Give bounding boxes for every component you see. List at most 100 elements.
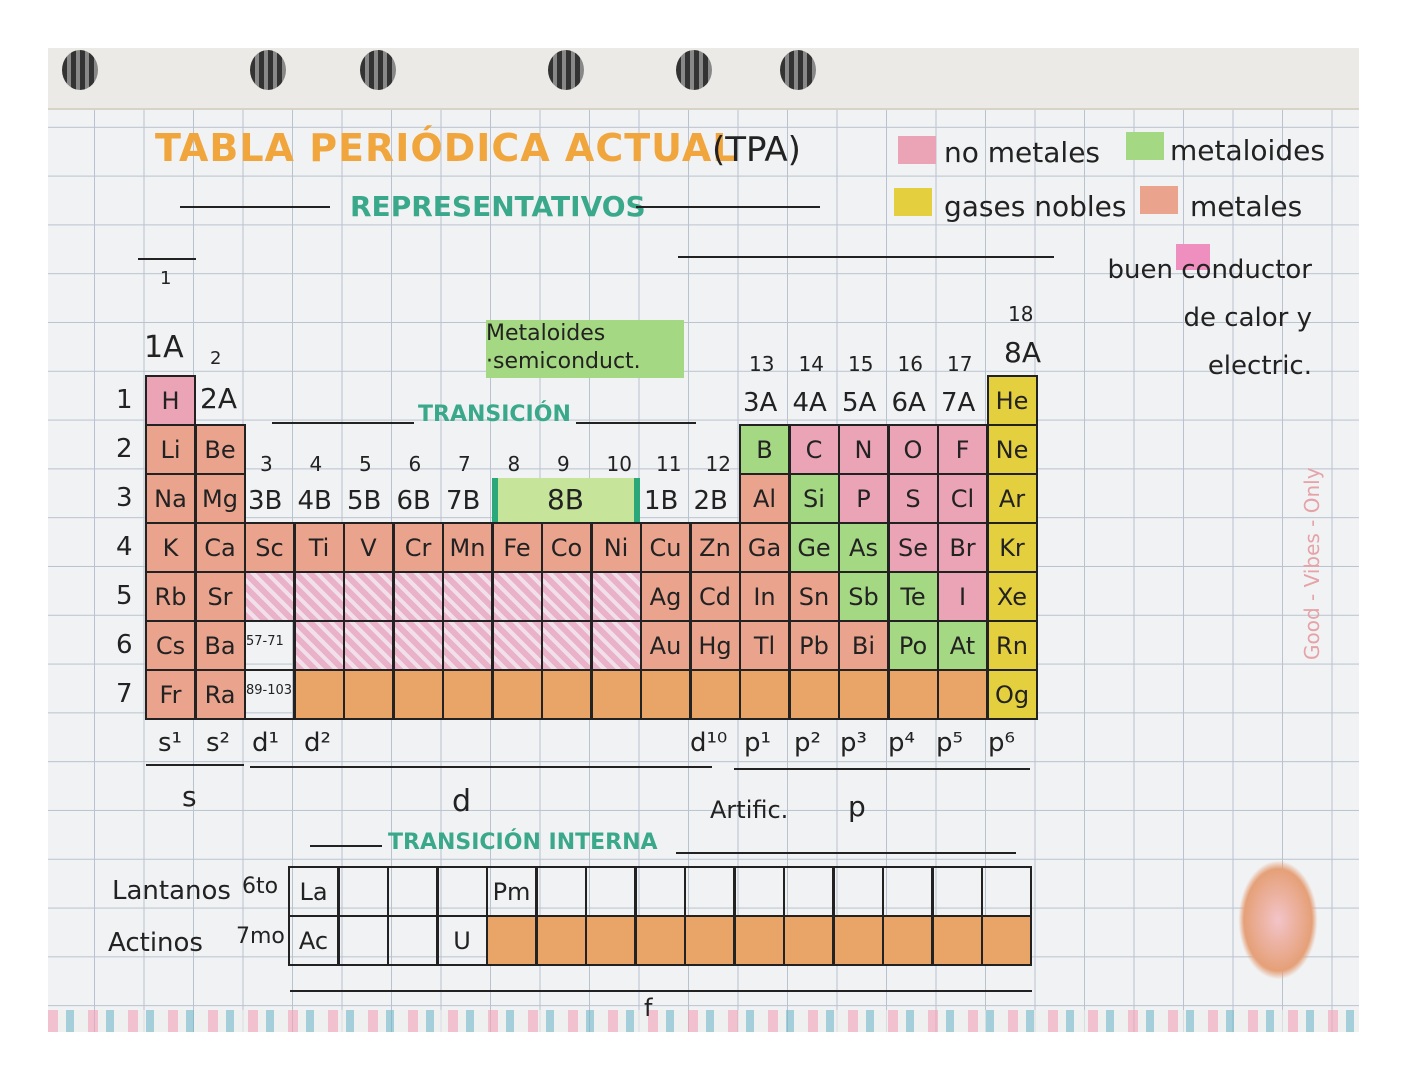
element-cell-blank	[442, 571, 493, 622]
group-label: 1A	[144, 330, 184, 365]
element-cell-Ba: Ba	[194, 620, 246, 671]
electron-config-label: s²	[206, 728, 230, 758]
element-cell-Li: Li	[145, 424, 196, 475]
element-cell-Cr: Cr	[392, 522, 444, 573]
legend-label: metales	[1190, 190, 1303, 223]
bracket	[138, 258, 196, 260]
lanthanide-cell	[981, 866, 1032, 917]
arrow-line	[180, 206, 330, 208]
element-cell-Ag: Ag	[640, 571, 691, 622]
element-cell-blank	[491, 669, 543, 720]
actinide-cell	[387, 915, 438, 966]
lanthanide-cell	[585, 866, 636, 917]
legend-label: metaloides	[1170, 134, 1325, 167]
lanthanide-cell	[337, 866, 389, 917]
actinide-cell	[981, 915, 1032, 966]
element-cell-blank	[244, 571, 295, 622]
legend-label: buen conductor de calor y electric.	[1107, 255, 1312, 381]
block-bracket-d	[250, 766, 712, 768]
element-cell-Ga: Ga	[739, 522, 790, 573]
actinide-cell	[535, 915, 587, 966]
element-cell-blank	[293, 669, 345, 720]
period-number: 6	[116, 630, 133, 660]
element-cell-Na: Na	[145, 473, 196, 524]
period-number: 1	[116, 385, 133, 415]
actinide-cell	[585, 915, 636, 966]
group-label: 2A	[200, 382, 237, 415]
actinide-range: 89-103	[246, 683, 293, 698]
group-number: 18	[1008, 302, 1034, 326]
bracket	[676, 852, 1016, 854]
element-cell-Sn: Sn	[788, 571, 840, 622]
group-number: 15	[848, 352, 874, 376]
element-cell-blank	[788, 669, 840, 720]
element-cell-blank	[838, 669, 889, 720]
element-cell-blank	[392, 571, 444, 622]
element-cell-As: As	[838, 522, 889, 573]
lanthanide-cell	[684, 866, 735, 917]
actinos-period: 7mo	[236, 924, 285, 949]
group-label: 7B	[446, 486, 481, 516]
group-number: 8	[507, 452, 521, 476]
electron-config-label: p⁴	[888, 728, 915, 758]
group-number: 16	[897, 352, 923, 376]
group-label: 6A	[891, 388, 926, 418]
period-number: 4	[116, 532, 133, 562]
group-label: 3A	[743, 388, 778, 418]
element-cell-blank	[689, 669, 741, 720]
ring-hole	[360, 50, 396, 90]
lantanos-period: 6to	[242, 874, 279, 899]
element-cell-C: C	[788, 424, 840, 475]
element-cell-Si: Si	[788, 473, 840, 524]
element-cell-F: F	[937, 424, 988, 475]
element-cell-Ar: Ar	[986, 473, 1038, 524]
element-cell-Ge: Ge	[788, 522, 840, 573]
ring-hole	[676, 50, 712, 90]
period-number: 2	[116, 434, 133, 464]
element-cell-I: I	[937, 571, 988, 622]
lanthanide-cell	[931, 866, 983, 917]
ring-hole	[62, 50, 98, 90]
lanthanide-cell: Pm	[486, 866, 537, 917]
block-bracket-f	[290, 990, 1032, 992]
group-label: 4B	[297, 486, 332, 516]
element-cell-Sc: Sc	[244, 522, 295, 573]
bracket	[310, 845, 382, 847]
element-cell-H: H	[145, 375, 196, 426]
lanthanide-range: 57-71	[246, 634, 284, 649]
group-number: 1	[160, 268, 172, 289]
block-s-label: s	[182, 780, 197, 813]
actinide-cell	[684, 915, 735, 966]
element-cell-Ti: Ti	[293, 522, 345, 573]
period-number: 7	[116, 679, 133, 709]
element-cell-blank	[491, 571, 543, 622]
actinide-cell	[634, 915, 686, 966]
element-cell-B: B	[739, 424, 790, 475]
legend-swatch-conductor	[1176, 244, 1210, 270]
element-cell-He: He	[986, 375, 1038, 426]
element-cell-In: In	[739, 571, 790, 622]
element-cell-At: At	[937, 620, 988, 671]
element-cell-blank	[590, 669, 642, 720]
electron-config-label: d¹⁰	[690, 728, 728, 758]
element-cell-Pb: Pb	[788, 620, 840, 671]
group-number: 9	[557, 452, 570, 476]
group-number: 6	[408, 452, 422, 476]
element-cell-Se: Se	[887, 522, 939, 573]
element-cell-S: S	[887, 473, 939, 524]
page-title: TABLA PERIÓDICA ACTUAL	[155, 126, 738, 170]
element-cell-Mg: Mg	[194, 473, 246, 524]
period-number: 5	[116, 581, 133, 611]
group-label: 1B	[644, 486, 679, 516]
element-cell-Zn: Zn	[689, 522, 741, 573]
ring-hole	[780, 50, 816, 90]
legend-swatch-nonmetal	[898, 136, 936, 164]
lanthanide-cell	[832, 866, 884, 917]
arrow-line	[636, 206, 820, 208]
element-cell-N: N	[838, 424, 889, 475]
element-cell-blank	[442, 669, 493, 720]
element-cell-Xe: Xe	[986, 571, 1038, 622]
element-cell-blank	[343, 669, 394, 720]
lanthanide-cell	[387, 866, 438, 917]
actinide-cell	[832, 915, 884, 966]
